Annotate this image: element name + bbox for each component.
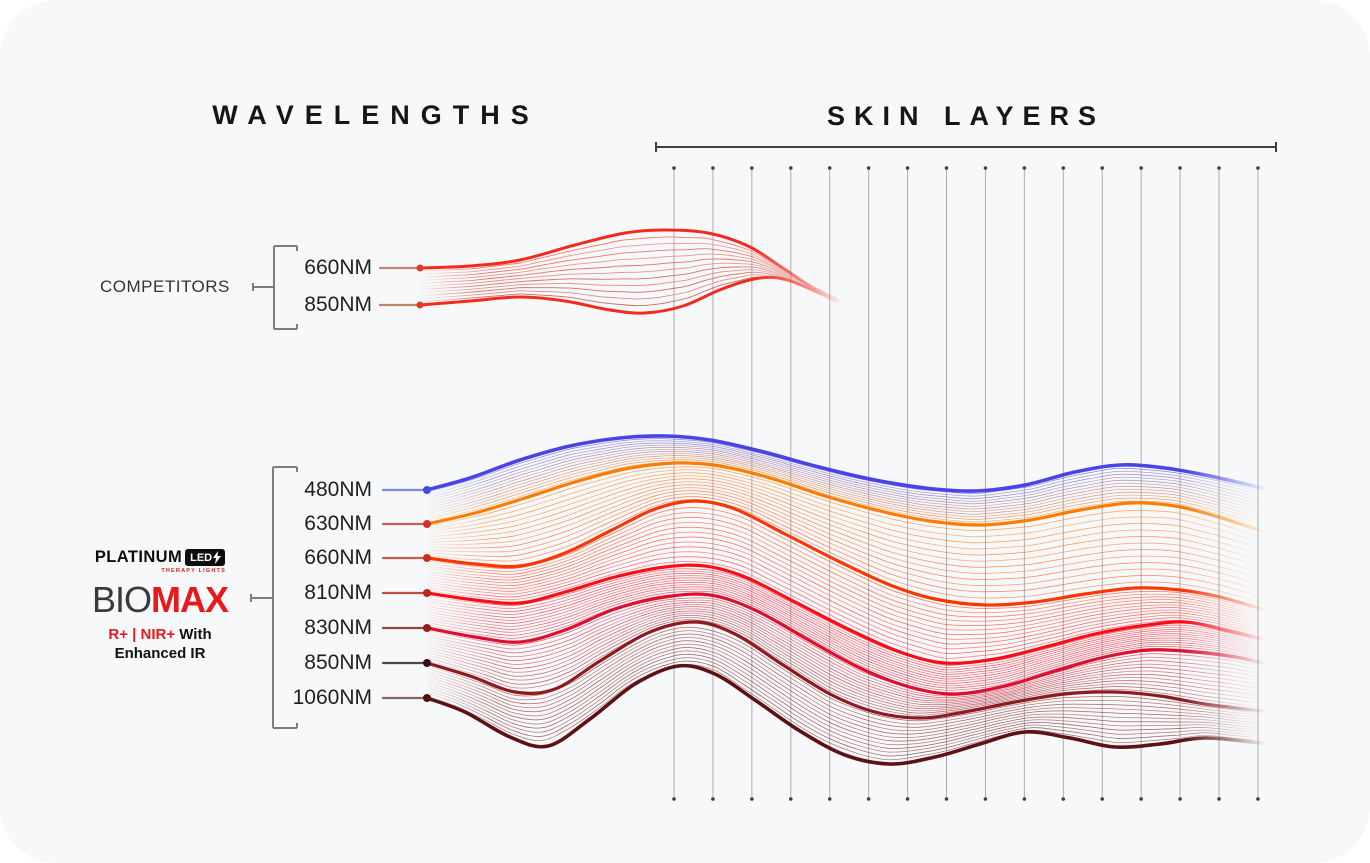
wavelength-label: 660NM — [304, 546, 372, 569]
wavelength-dot — [423, 589, 431, 597]
biomax-max-text: MAX — [151, 579, 229, 620]
wavelength-dot — [416, 301, 424, 309]
competitor-ribbon-thick — [418, 228, 840, 315]
wavelength-label: 810NM — [304, 581, 372, 604]
wave-810nm — [425, 563, 1264, 665]
competitors-label: COMPETITORS — [100, 277, 230, 296]
wave-660nm — [425, 499, 1264, 611]
competitor-connectors — [378, 264, 424, 309]
wavelength-dot — [416, 264, 424, 272]
wave-1060nm — [425, 663, 1264, 766]
biomax-connectors — [381, 486, 431, 702]
biomax-bracket — [250, 466, 298, 729]
wavelength-dot — [423, 554, 431, 562]
lightning-bolt-icon — [213, 551, 222, 564]
wave-630nm — [425, 461, 1264, 533]
wave-850nm — [425, 620, 1264, 720]
wavelength-label: 830NM — [304, 616, 372, 639]
competitor-ribbon-thin — [419, 236, 839, 307]
wavelength-label: 850NM — [304, 293, 372, 316]
therapy-lights-tagline: THERAPY LIGHTS — [161, 568, 226, 574]
tagline-with-text: With — [175, 626, 212, 643]
biomax-wordmark: BIOMAX — [92, 579, 229, 620]
wave-830nm — [425, 592, 1264, 696]
product-tagline-line2: Enhanced IR — [114, 645, 206, 662]
wave-480nm — [425, 434, 1264, 493]
wavelength-label: 850NM — [304, 651, 372, 674]
tagline-red-text: R+ | NIR+ — [108, 626, 176, 643]
platinumled-logo: PLATINUM LED — [92, 548, 228, 567]
wavelength-label: 1060NM — [292, 686, 372, 709]
competitors-bracket — [252, 245, 298, 330]
biomax-bio-text: BIO — [92, 579, 152, 620]
platinum-wordmark: PLATINUM — [94, 548, 183, 566]
wavelength-label: 660NM — [304, 256, 372, 279]
wavelength-label: 630NM — [304, 512, 372, 535]
wavelength-label: 480NM — [304, 478, 372, 501]
biomax-ribbon-thin — [426, 438, 1263, 761]
led-logo-box: LED — [185, 549, 226, 566]
skin-layers-title: SKIN LAYERS — [826, 101, 1106, 131]
wavelength-dot — [423, 486, 431, 494]
wavelength-dot — [423, 520, 431, 528]
wavelengths-title: WAVELENGTHS — [212, 100, 540, 130]
brand-block: PLATINUM LED THERAPY LIGHTS BIOMAX R+ | … — [92, 548, 229, 663]
wavelength-dot — [423, 624, 431, 632]
wavelength-dot — [423, 659, 431, 667]
product-tagline-line1: R+ | NIR+ With — [92, 625, 228, 644]
biomax-ribbon-thick — [425, 434, 1264, 766]
wavelength-dot — [423, 694, 431, 702]
led-wordmark: LED — [190, 551, 213, 564]
